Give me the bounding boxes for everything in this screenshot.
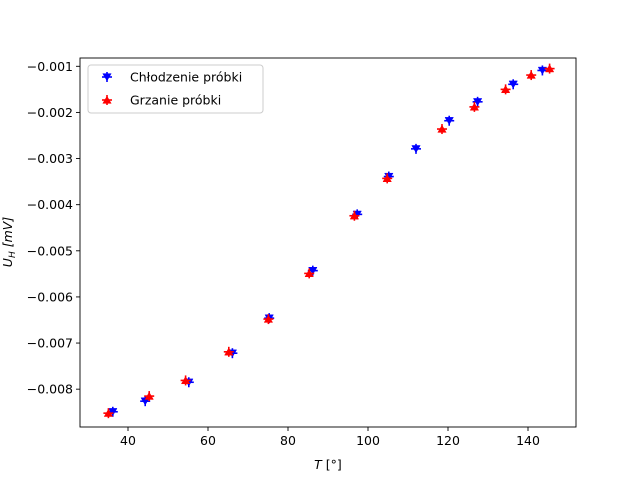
data-point [223, 346, 234, 357]
legend-box [87, 64, 264, 114]
y-axis-label-unit: [mV] [0, 217, 15, 248]
data-point [304, 268, 315, 279]
y-tick-label: −0.003 [27, 151, 73, 166]
data-point [180, 375, 191, 386]
axes-frame [79, 57, 577, 428]
x-tick-label: 40 [120, 433, 136, 448]
x-tick-label: 100 [356, 433, 380, 448]
data-point [526, 70, 537, 81]
x-axis-ticks: 40 60 80 100 120 140 [120, 427, 540, 448]
x-tick-label: 120 [436, 433, 460, 448]
y-tick-label: −0.005 [27, 243, 73, 258]
x-axis-label-symbol: T [314, 457, 323, 472]
y-axis-ticks: −0.001 −0.002 −0.003 −0.004 −0.005 −0.006 −0.0… [27, 59, 80, 397]
y-tick-label: −0.002 [27, 105, 73, 120]
legend-label: Chłodzenie próbki [130, 70, 242, 85]
legend: Chłodzenie próbki Grzanie próbki [87, 64, 264, 114]
legend-marker [102, 95, 112, 105]
data-point [411, 143, 421, 154]
data-point [382, 173, 393, 184]
data-point [263, 314, 274, 325]
x-tick-label: 80 [280, 433, 296, 448]
y-axis-label-subscript: H [8, 251, 18, 258]
y-axis-label: UH [mV] [0, 217, 18, 268]
data-point [144, 391, 155, 402]
x-tick-label: 60 [200, 433, 216, 448]
data-point [103, 408, 114, 419]
legend-entries: Chłodzenie próbki Grzanie próbki [102, 70, 242, 108]
y-tick-label: −0.007 [27, 336, 73, 351]
y-tick-label: −0.001 [27, 59, 73, 74]
x-axis-label: T [°] [314, 457, 342, 472]
data-point [472, 96, 483, 107]
y-tick-label: −0.006 [27, 289, 73, 304]
data-point [500, 84, 511, 95]
y-axis-label-symbol: U [0, 258, 15, 267]
x-tick-label: 140 [516, 433, 540, 448]
plot-area [79, 57, 577, 428]
data-point [537, 65, 548, 76]
data-point [437, 124, 447, 135]
data-point [544, 63, 555, 74]
y-tick-label: −0.008 [27, 382, 73, 397]
data-point [444, 115, 455, 126]
series-heating [103, 63, 555, 419]
data-point [349, 210, 360, 221]
legend-marker [102, 72, 112, 82]
data-points [103, 63, 555, 419]
data-point [508, 79, 519, 90]
y-tick-label: −0.004 [27, 197, 73, 212]
x-axis-label-unit: [°] [326, 457, 342, 472]
legend-label: Grzanie próbki [130, 93, 221, 108]
data-point [469, 101, 480, 112]
